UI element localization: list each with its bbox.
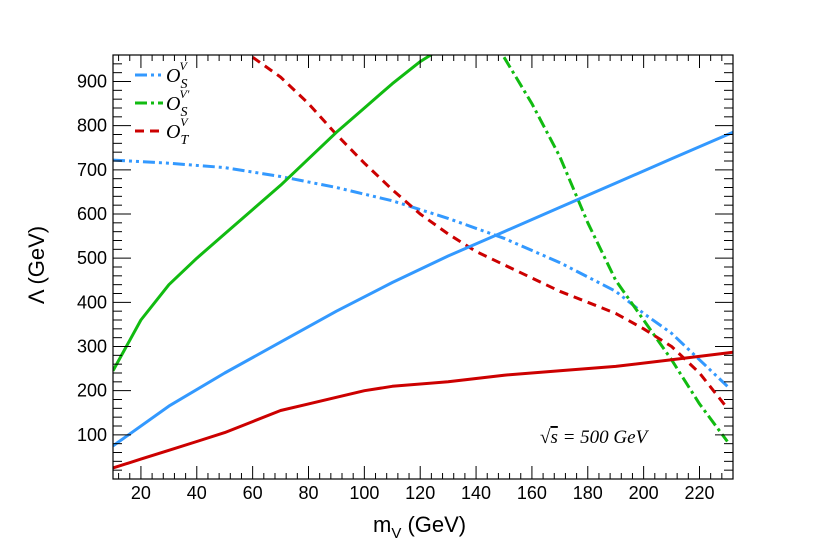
legend-label-sub: S [180,77,187,92]
annotation-sqrt: √ [540,427,551,448]
legend-label-sup: V [180,115,189,129]
y-tick-label: 900 [77,72,107,92]
x-tick-label: 60 [243,483,263,503]
y-tick-label: 500 [77,248,107,268]
legend-label-sup: V [179,59,188,73]
x-tick-label: 220 [684,483,714,503]
legend-label-0: OSV [166,59,188,92]
label-layer: 20 40 60 80 100 120 140 160 180 200 220 100 200 300 40… [77,72,715,504]
x-tick-label: 120 [405,483,435,503]
x-axis-title-sub: V [391,525,401,542]
series-line-4 [113,130,733,448]
x-tick-label: 20 [131,483,151,503]
x-axis-title-main: m [373,512,391,537]
y-tick-label: 800 [77,116,107,136]
annotation: √s = 500 GeV [540,427,650,448]
legend-label-1: OS V' [166,87,190,120]
x-tick-label: 200 [629,483,659,503]
y-tick-label: 200 [77,381,107,401]
series-line-0 [113,158,729,388]
annotation-s: s [550,427,557,448]
legend-label-base: O [166,121,180,143]
legend-label-sup: V' [179,87,189,101]
y-tick-label: 300 [77,337,107,357]
y-tick-label: 400 [77,292,107,312]
legend-label-2: OTV [166,115,189,148]
y-tick-label: 700 [77,160,107,180]
y-tick-label: 600 [77,204,107,224]
legend-label-base: O [166,65,180,87]
y-tick-label: 100 [77,425,107,445]
x-axis-title-unit: (GeV) [401,512,466,537]
x-tick-label: 80 [298,483,318,503]
y-axis-title: Λ (GeV) [24,226,49,304]
x-tick-label: 100 [349,483,379,503]
x-tick-label: 180 [573,483,603,503]
series-line-2 [251,55,729,410]
legend-label-base: O [166,93,180,115]
tick-layer [113,54,734,479]
series-line-5 [113,350,733,470]
x-tick-label: 40 [187,483,207,503]
legend-label-sub: T [180,133,189,148]
x-tick-label: 140 [461,483,491,503]
legend-label-sub: S [180,105,187,120]
x-axis-title: mV (GeV) [373,512,466,542]
x-tick-label: 160 [517,483,547,503]
series-layer [113,55,733,470]
annotation-rest: = 500 GeV [558,427,650,448]
series-line-1 [502,56,729,443]
series-line-3 [113,55,434,372]
